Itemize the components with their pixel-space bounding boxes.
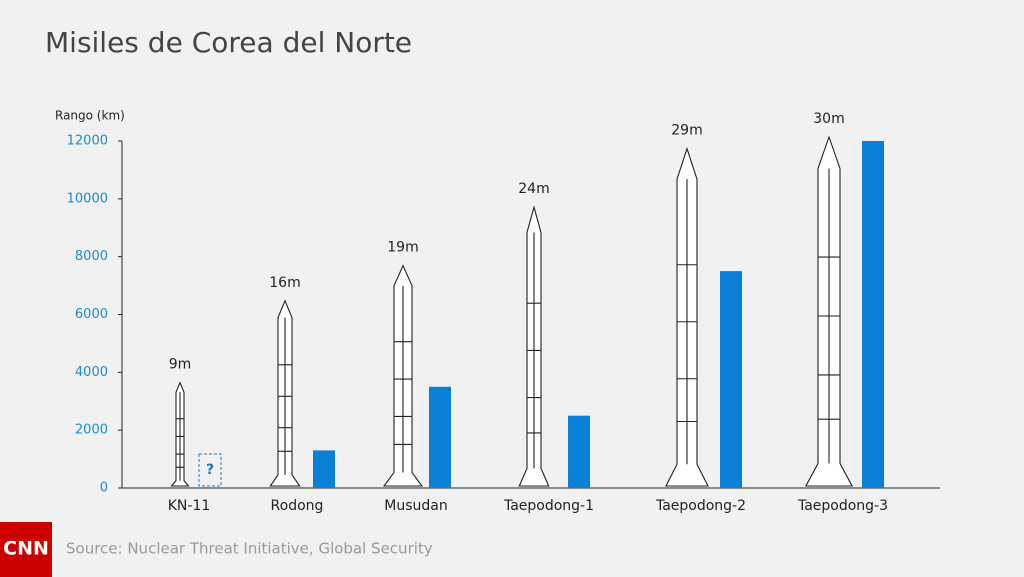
rocket bbox=[269, 299, 301, 487]
bar bbox=[862, 141, 884, 488]
rocket bbox=[383, 264, 423, 487]
y-tick-label: 12000 bbox=[67, 134, 108, 149]
bar bbox=[313, 450, 335, 488]
logo: CNN bbox=[3, 538, 49, 560]
bar bbox=[720, 271, 742, 488]
x-tick-label: Taepodong-2 bbox=[655, 498, 746, 514]
rocket-length-label: 16m bbox=[269, 275, 300, 291]
rocket-length-label: 29m bbox=[671, 123, 702, 139]
rocket-length-label: 19m bbox=[387, 240, 418, 256]
chart-title: Misiles de Corea del Norte bbox=[45, 26, 412, 59]
logo-box bbox=[0, 522, 52, 577]
x-tick-label: KN-11 bbox=[168, 498, 211, 514]
unknown-box bbox=[198, 453, 222, 487]
rocket-length-label: 24m bbox=[518, 181, 549, 197]
x-tick-label: Taepodong-3 bbox=[797, 498, 888, 514]
rocket bbox=[804, 135, 854, 487]
unknown-label: ? bbox=[206, 462, 214, 478]
source: Source: Nuclear Threat Initiative, Globa… bbox=[66, 540, 433, 558]
y-tick-label: 10000 bbox=[67, 191, 108, 206]
y-tick-label: 0 bbox=[100, 481, 108, 496]
rocket bbox=[518, 205, 550, 487]
bar bbox=[429, 386, 451, 488]
y-tick-label: 2000 bbox=[75, 423, 108, 438]
x-tick-label: Taepodong-1 bbox=[503, 498, 594, 514]
y-tick-label: 6000 bbox=[75, 307, 108, 322]
rocket-length-label: 9m bbox=[169, 357, 192, 373]
rocket bbox=[170, 381, 190, 487]
y-tick-label: 8000 bbox=[75, 249, 108, 264]
bar bbox=[568, 415, 590, 488]
y-axis-label: Rango (km) bbox=[55, 109, 125, 123]
rocket bbox=[665, 146, 709, 487]
x-tick-label: Rodong bbox=[271, 498, 324, 514]
rocket-length-label: 30m bbox=[813, 111, 844, 127]
x-tick-label: Musudan bbox=[384, 498, 447, 514]
y-tick-label: 4000 bbox=[75, 365, 108, 380]
